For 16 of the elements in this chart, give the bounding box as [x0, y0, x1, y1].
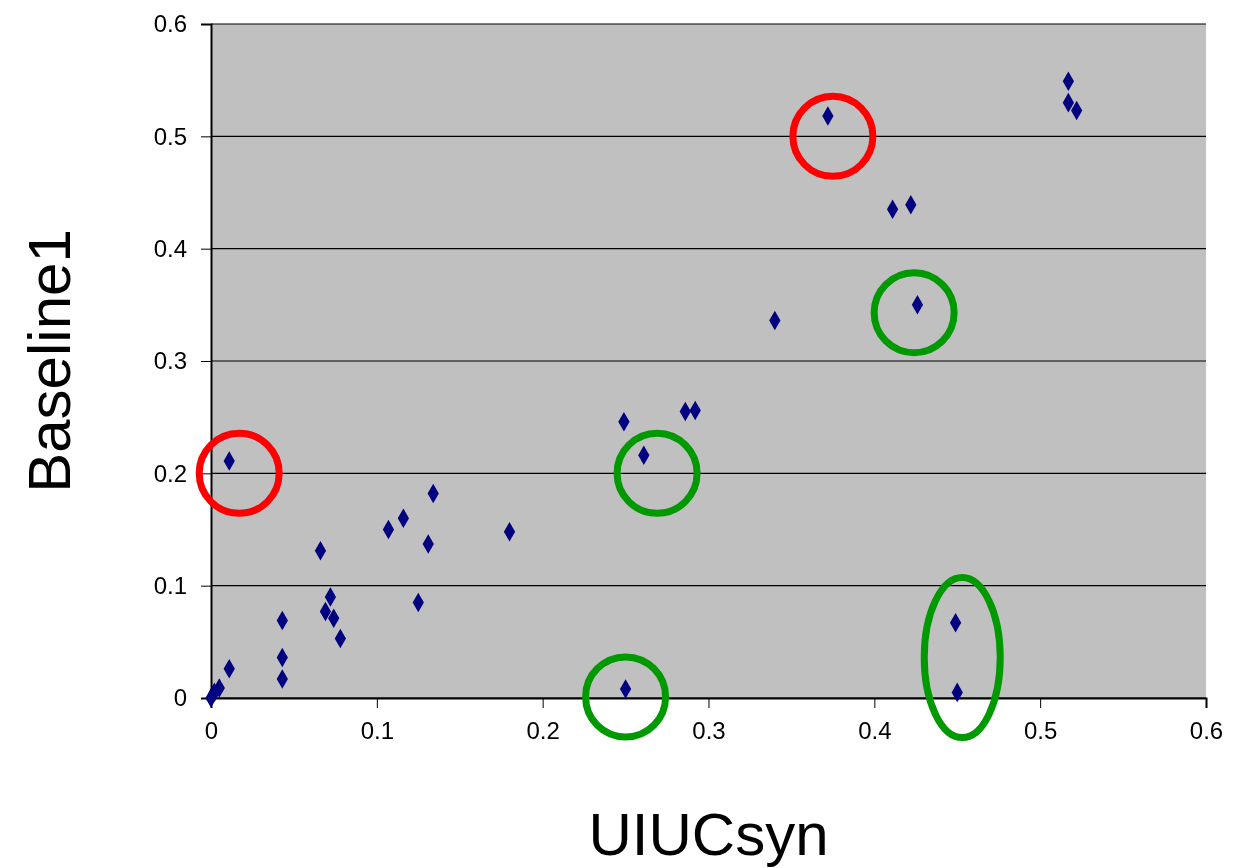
x-axis-title: UIUCsyn — [588, 801, 829, 868]
y-tick-label: 0.3 — [153, 347, 187, 375]
x-tick-label: 0.1 — [360, 717, 395, 745]
y-tick-label: 0.1 — [153, 571, 187, 599]
x-tick-label: 0.4 — [858, 717, 892, 745]
y-axis-title: Baseline1 — [16, 229, 83, 493]
x-tick-label: 0.2 — [526, 717, 560, 745]
x-tick-label: 0 — [204, 717, 219, 745]
x-tick-label: 0.6 — [1189, 717, 1224, 745]
y-tick-label: 0.6 — [153, 10, 187, 38]
y-tick-label: 0.5 — [153, 122, 187, 150]
x-tick-label: 0.3 — [692, 717, 726, 745]
y-tick-label: 0 — [173, 684, 187, 712]
y-tick-label: 0.2 — [153, 459, 187, 487]
x-tick-label: 0.5 — [1023, 717, 1058, 745]
y-tick-label: 0.4 — [153, 234, 187, 262]
